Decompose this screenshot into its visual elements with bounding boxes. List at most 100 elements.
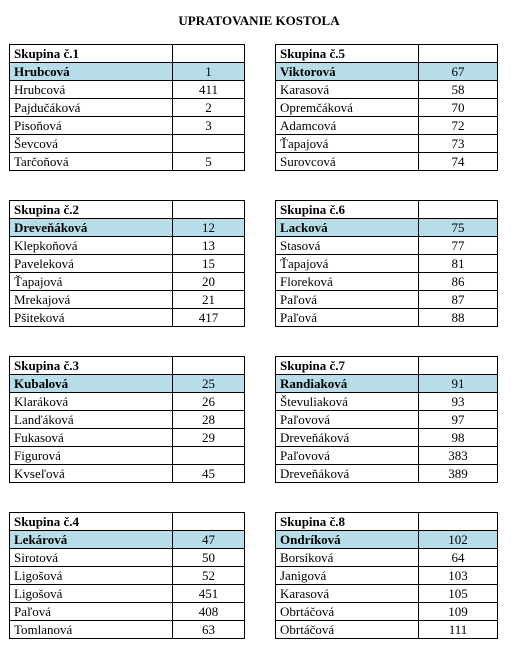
group-table: Skupina č.2 Dreveňáková 12 Klepkoňová 13 Pave… bbox=[9, 200, 245, 327]
number-cell bbox=[172, 446, 245, 465]
number-cell: 20 bbox=[172, 272, 245, 291]
number-cell bbox=[418, 512, 498, 531]
name-cell: Surovcová bbox=[275, 152, 419, 171]
leader-row: Hrubcová 1 bbox=[9, 62, 245, 81]
name-cell: Ligošová bbox=[9, 584, 173, 603]
name-cell: Paľová bbox=[275, 308, 419, 327]
name-cell: Obrtáčová bbox=[275, 602, 419, 621]
name-cell: Dreveňáková bbox=[275, 464, 419, 483]
header-row: Skupina č.5 bbox=[275, 44, 498, 63]
member-row: Ťapajová 20 bbox=[9, 272, 245, 291]
number-cell: 45 bbox=[172, 464, 245, 483]
number-cell: 67 bbox=[418, 62, 498, 81]
number-cell bbox=[418, 200, 498, 219]
name-cell: Randiaková bbox=[275, 374, 419, 393]
number-cell: 15 bbox=[172, 254, 245, 273]
member-row: Paveleková 15 bbox=[9, 254, 245, 273]
name-cell: Lanďáková bbox=[9, 410, 173, 429]
header-row: Skupina č.8 bbox=[275, 512, 498, 531]
number-cell: 47 bbox=[172, 530, 245, 549]
member-row: Adamcová 72 bbox=[275, 116, 498, 135]
name-cell: Sirotová bbox=[9, 548, 173, 567]
name-cell: Hrubcová bbox=[9, 62, 173, 81]
number-cell: 408 bbox=[172, 602, 245, 621]
number-cell: 5 bbox=[172, 152, 245, 171]
number-cell: 411 bbox=[172, 80, 245, 99]
name-cell: Skupina č.2 bbox=[9, 200, 173, 219]
header-row: Skupina č.4 bbox=[9, 512, 245, 531]
name-cell: Paľovová bbox=[275, 410, 419, 429]
header-row: Skupina č.3 bbox=[9, 356, 245, 375]
number-cell bbox=[172, 44, 245, 63]
name-cell: Klepkoňová bbox=[9, 236, 173, 255]
number-cell: 93 bbox=[418, 392, 498, 411]
member-row: Tomlanová 63 bbox=[9, 620, 245, 639]
number-cell: 28 bbox=[172, 410, 245, 429]
name-cell: Ondríková bbox=[275, 530, 419, 549]
group-table: Skupina č.7 Randiaková 91 Števuliaková 93 Paľ… bbox=[275, 356, 498, 483]
name-cell: Skupina č.8 bbox=[275, 512, 419, 531]
name-cell: Paveleková bbox=[9, 254, 173, 273]
header-row: Skupina č.2 bbox=[9, 200, 245, 219]
number-cell: 58 bbox=[418, 80, 498, 99]
member-row: Figurová bbox=[9, 446, 245, 465]
member-row: Paľová 87 bbox=[275, 290, 498, 309]
member-row: Janigová 103 bbox=[275, 566, 498, 585]
name-cell: Ťapajová bbox=[275, 134, 419, 153]
name-cell: Skupina č.1 bbox=[9, 44, 173, 63]
number-cell: 25 bbox=[172, 374, 245, 393]
name-cell: Tomlanová bbox=[9, 620, 173, 639]
member-row: Ligošová 451 bbox=[9, 584, 245, 603]
name-cell: Janigová bbox=[275, 566, 419, 585]
number-cell: 72 bbox=[418, 116, 498, 135]
member-row: Pajdučáková 2 bbox=[9, 98, 245, 117]
name-cell: Skupina č.5 bbox=[275, 44, 419, 63]
name-cell: Dreveňáková bbox=[9, 218, 173, 237]
number-cell: 73 bbox=[418, 134, 498, 153]
number-cell bbox=[172, 356, 245, 375]
name-cell: Floreková bbox=[275, 272, 419, 291]
leader-row: Dreveňáková 12 bbox=[9, 218, 245, 237]
number-cell: 103 bbox=[418, 566, 498, 585]
group-table: Skupina č.3 Kubalová 25 Klaráková 26 Lanďákov… bbox=[9, 356, 245, 483]
member-row: Sirotová 50 bbox=[9, 548, 245, 567]
name-cell: Ševcová bbox=[9, 134, 173, 153]
member-row: Paľovová 97 bbox=[275, 410, 498, 429]
number-cell: 29 bbox=[172, 428, 245, 447]
number-cell: 50 bbox=[172, 548, 245, 567]
name-cell: Opremčáková bbox=[275, 98, 419, 117]
name-cell: Fukasová bbox=[9, 428, 173, 447]
header-row: Skupina č.7 bbox=[275, 356, 498, 375]
name-cell: Ťapajová bbox=[275, 254, 419, 273]
group-table: Skupina č.5 Viktorová 67 Karasová 58 Opremčák… bbox=[275, 44, 498, 171]
name-cell: Ťapajová bbox=[9, 272, 173, 291]
member-row: Ligošová 52 bbox=[9, 566, 245, 585]
member-row: Paľová 408 bbox=[9, 602, 245, 621]
name-cell: Adamcová bbox=[275, 116, 419, 135]
name-cell: Števuliaková bbox=[275, 392, 419, 411]
name-cell: Karasová bbox=[275, 80, 419, 99]
header-row: Skupina č.1 bbox=[9, 44, 245, 63]
name-cell: Skupina č.7 bbox=[275, 356, 419, 375]
number-cell: 111 bbox=[418, 620, 498, 639]
number-cell: 21 bbox=[172, 290, 245, 309]
number-cell bbox=[418, 356, 498, 375]
member-row: Opremčáková 70 bbox=[275, 98, 498, 117]
number-cell bbox=[172, 512, 245, 531]
name-cell: Pajdučáková bbox=[9, 98, 173, 117]
page-title: UPRATOVANIE KOSTOLA bbox=[178, 13, 340, 28]
group-table: Skupina č.8 Ondríková 102 Borsíková 64 Janigo… bbox=[275, 512, 498, 639]
number-cell: 109 bbox=[418, 602, 498, 621]
member-row: Klaráková 26 bbox=[9, 392, 245, 411]
member-row: Paľová 88 bbox=[275, 308, 498, 327]
number-cell: 97 bbox=[418, 410, 498, 429]
number-cell: 389 bbox=[418, 464, 498, 483]
name-cell: Hrubcová bbox=[9, 80, 173, 99]
name-cell: Kvseľová bbox=[9, 464, 173, 483]
member-row: Klepkoňová 13 bbox=[9, 236, 245, 255]
name-cell: Skupina č.3 bbox=[9, 356, 173, 375]
name-cell: Stasová bbox=[275, 236, 419, 255]
leader-row: Randiaková 91 bbox=[275, 374, 498, 393]
member-row: Floreková 86 bbox=[275, 272, 498, 291]
